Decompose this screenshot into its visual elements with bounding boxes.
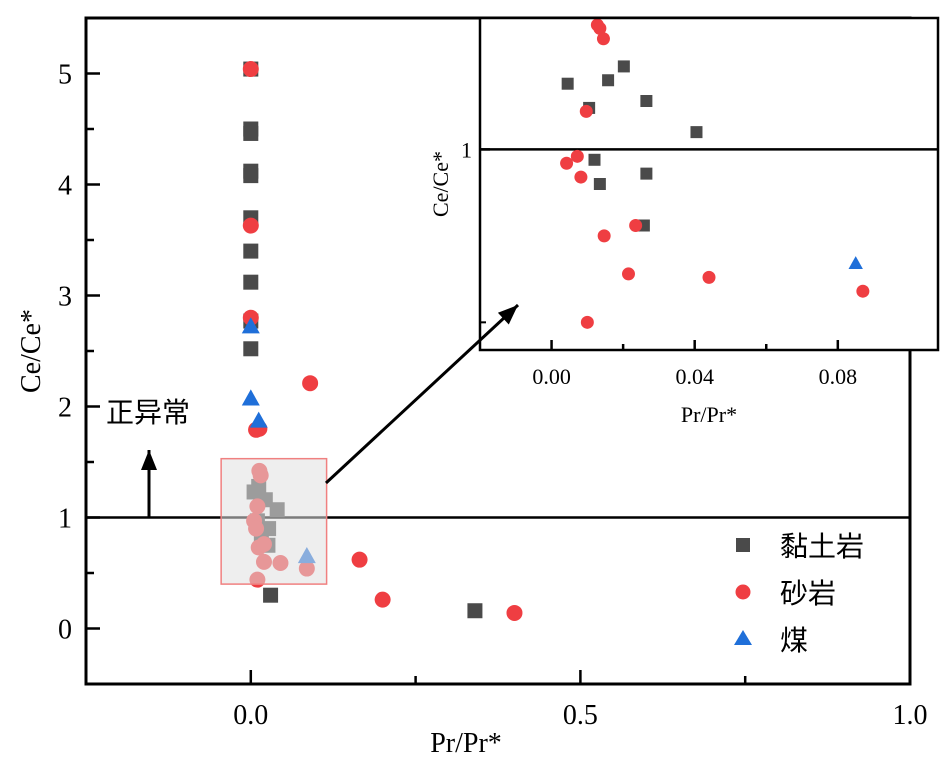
- inset-point-sandstone: [570, 149, 584, 163]
- inset-point-sandstone: [629, 219, 643, 232]
- inset-point-sandstone: [597, 229, 611, 243]
- inset-point-sandstone: [621, 267, 635, 281]
- main-y-tick-label: 1: [58, 504, 72, 535]
- main-point-sandstone: [302, 375, 319, 392]
- main-y-tick-label: 2: [58, 393, 72, 424]
- main-x-tick-label: 0.5: [563, 700, 598, 731]
- main-highlight-box: [220, 457, 328, 585]
- inset-y-tick-label: 1: [461, 137, 472, 162]
- inset-point-clay: [640, 95, 653, 107]
- main-point-sandstone: [242, 217, 259, 234]
- legend-label-clay: 黏土岩: [780, 530, 864, 563]
- inset-point-clay: [640, 167, 653, 180]
- main-y-tick-label: 4: [58, 171, 72, 202]
- inset-point-clay: [588, 153, 601, 166]
- inset-point-sandstone: [856, 284, 870, 298]
- inset-frame: [478, 16, 940, 352]
- main-y-axis-title: Ce/Ce*: [16, 309, 47, 393]
- inset-point-sandstone: [579, 104, 593, 118]
- main-point-clay: [243, 341, 259, 357]
- inset-point-clay: [602, 74, 615, 87]
- main-point-clay: [467, 603, 483, 619]
- main-point-sandstone: [242, 61, 259, 78]
- main-y-tick-label: 0: [58, 615, 72, 646]
- inset-background: [480, 18, 938, 350]
- main-point-clay: [243, 243, 259, 259]
- main-point-coal: [241, 389, 260, 406]
- legend-label-coal: 煤: [780, 624, 808, 657]
- inset-point-clay: [690, 126, 703, 139]
- inset-point-clay: [593, 178, 606, 190]
- main-point-clay: [243, 125, 259, 141]
- main-x-axis-title: Pr/Pr*: [430, 728, 502, 759]
- legend-marker-sandstone: [735, 584, 751, 600]
- main-point-coal: [249, 411, 268, 428]
- legend-marker-clay: [736, 538, 750, 552]
- inset-point-clay: [617, 60, 630, 73]
- main-x-tick-label: 0.0: [233, 700, 268, 731]
- main-point-sandstone: [506, 604, 523, 621]
- inset-point-sandstone: [596, 32, 610, 46]
- main-point-sandstone: [374, 591, 391, 608]
- main-point-sandstone: [351, 551, 368, 568]
- main-point-clay: [263, 587, 279, 603]
- legend-marker-coal: [734, 630, 752, 645]
- inset-y-axis-title: Ce/Ce*: [428, 151, 453, 217]
- inset-plot: 0.00 0.04 0.08 1 Pr/Pr* Ce/Ce*: [428, 16, 940, 427]
- main-x-tick-label: 1.0: [893, 700, 928, 731]
- overlay: [141, 303, 520, 517]
- zoom-arrow-shaft: [324, 303, 520, 485]
- main-y-tick-label: 3: [58, 282, 72, 313]
- inset-point-sandstone: [580, 315, 594, 329]
- main-y-tick-label: 5: [58, 60, 72, 91]
- inset-points: [560, 18, 870, 329]
- inset-point-sandstone: [593, 21, 607, 35]
- inset-x-tick-label: 0.04: [675, 364, 714, 389]
- anomaly-arrow-head: [141, 450, 157, 470]
- inset-point-clay: [561, 77, 574, 90]
- inset-x-tick-label: 0.00: [532, 364, 571, 389]
- inset-point-sandstone: [560, 156, 574, 170]
- main-point-clay: [243, 168, 259, 184]
- inset-point-sandstone: [702, 270, 716, 284]
- inset-point-sandstone: [574, 170, 588, 184]
- inset-x-axis-title: Pr/Pr*: [681, 402, 737, 427]
- legend-label-sandstone: 砂岩: [780, 577, 836, 610]
- main-point-coal: [241, 317, 260, 334]
- legend: 黏土岩 砂岩 煤: [734, 530, 864, 657]
- zoom-arrow-head: [497, 305, 518, 325]
- inset-x-tick-label: 0.08: [819, 364, 858, 389]
- main-point-clay: [243, 274, 259, 290]
- positive-anomaly-label: 正异常: [106, 396, 190, 429]
- inset-point-coal: [848, 256, 863, 269]
